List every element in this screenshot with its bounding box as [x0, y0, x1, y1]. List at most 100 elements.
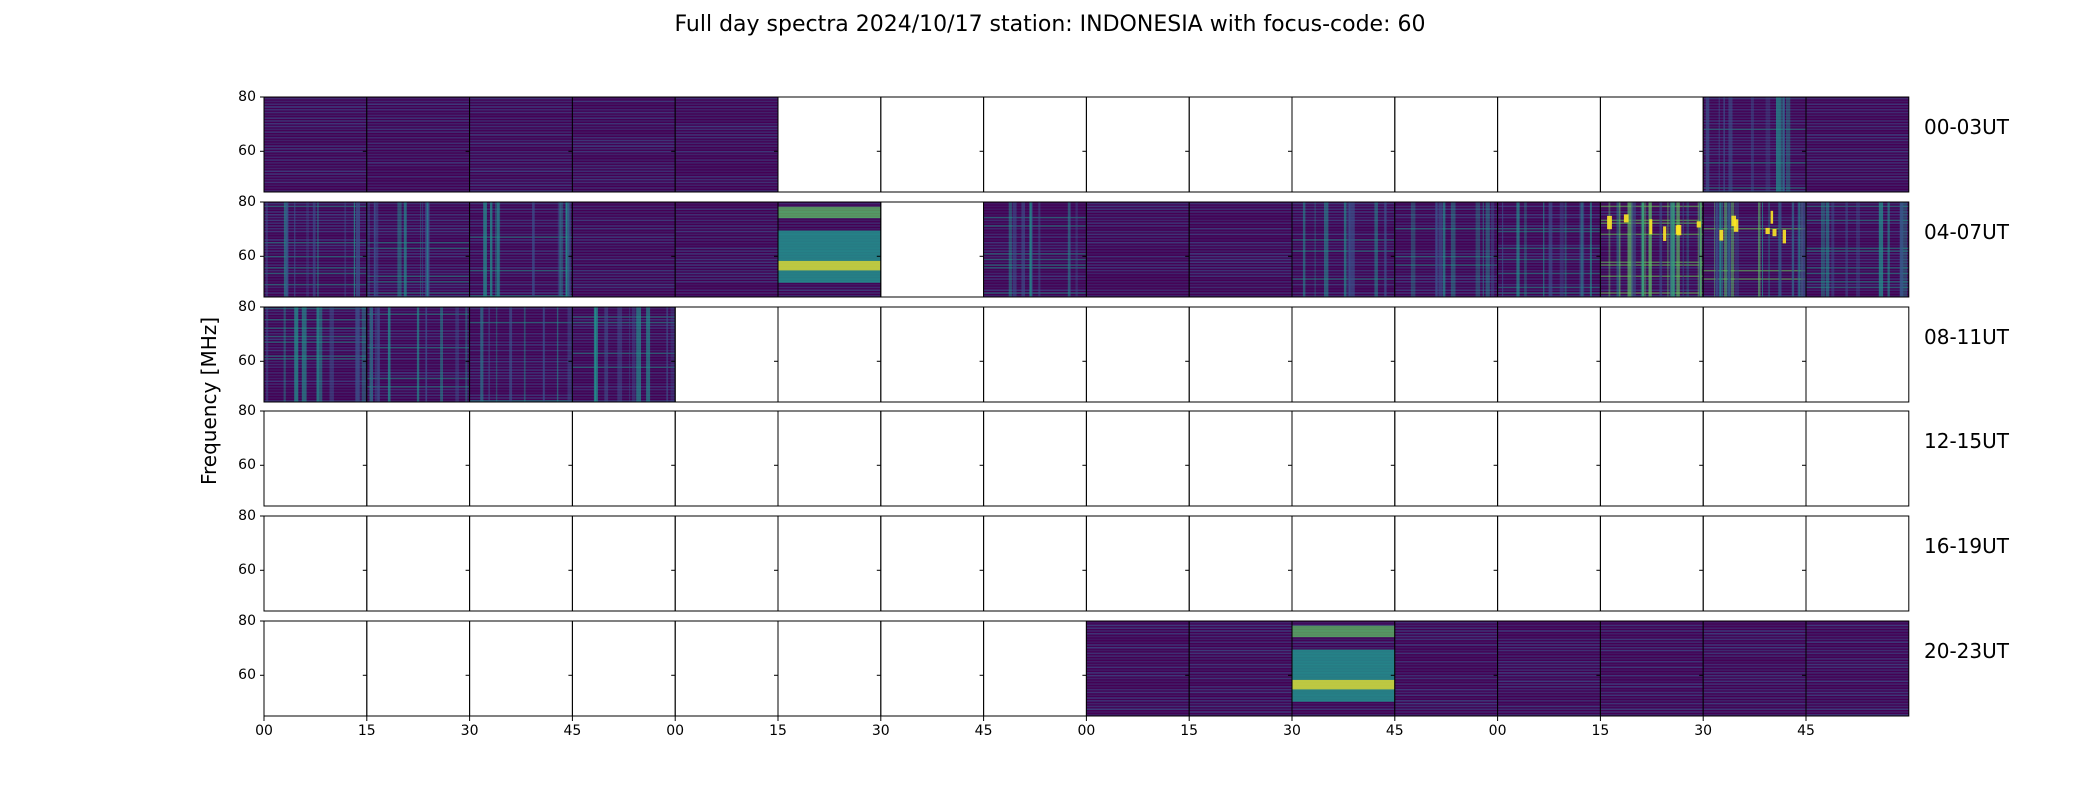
spectrum-panel [1185, 410, 1293, 507]
spectrum-panel [979, 201, 1087, 298]
spectrum-panel [979, 96, 1087, 193]
spectrum-panel [774, 306, 882, 403]
row-label: 16-19UT [1924, 534, 2009, 559]
spectrum-panel [568, 306, 676, 403]
spectrum-panel [465, 306, 573, 403]
spectrum-panel [1082, 201, 1190, 298]
y-tick-label: 60 [238, 667, 256, 684]
spectrum-panel [1082, 620, 1190, 717]
x-tick-label: 00 [255, 723, 273, 739]
spectrum-panel [671, 96, 779, 193]
x-tick-label: 00 [666, 723, 685, 739]
x-tick-label: 30 [1694, 723, 1713, 739]
spectrum-panel [1802, 201, 1910, 298]
x-tick-label: 30 [1283, 723, 1301, 739]
spectrum-panel [568, 620, 676, 717]
spectrum-panel [671, 515, 779, 612]
spectrum-panel [876, 515, 985, 612]
spectrum-panel [1288, 515, 1396, 612]
spectrum-panel [774, 410, 882, 507]
row-label: 20-23UT [1924, 639, 2009, 664]
spectrum-panel [465, 515, 573, 612]
x-tick-label: 15 [357, 723, 376, 739]
spectrum-panel [260, 515, 368, 612]
spectrum-panel [1493, 515, 1601, 612]
spectrum-panel [1390, 201, 1499, 298]
x-tick-label: 15 [1180, 723, 1199, 739]
spectrum-panel [1082, 96, 1190, 193]
x-tick-label: 00 [1488, 723, 1507, 739]
x-tick-label: 15 [769, 723, 787, 739]
spectrum-panel [979, 306, 1087, 403]
spectrum-panel [1288, 201, 1396, 298]
y-tick-label: 60 [238, 248, 256, 265]
spectrum-panel [1288, 410, 1396, 507]
spectrum-panel [1288, 96, 1396, 193]
spectrum-panel [671, 201, 779, 298]
spectrum-panel [1185, 306, 1293, 403]
x-tick-label: 15 [1591, 723, 1610, 739]
spectrum-panel [568, 410, 676, 507]
y-tick-label: 60 [238, 457, 256, 474]
spectrum-panel [1185, 620, 1293, 717]
spectrum-panel [1082, 306, 1190, 403]
spectrum-panel [1493, 306, 1601, 403]
spectrum-panel [465, 96, 573, 193]
spectrum-panel [1390, 620, 1499, 717]
spectrum-panel [362, 620, 471, 717]
spectrum-panel [774, 515, 882, 612]
row-label: 04-07UT [1924, 220, 2009, 245]
spectrum-panel [1699, 201, 1807, 298]
x-tick-label: 45 [974, 723, 993, 739]
x-tick-label: 00 [1077, 723, 1096, 739]
spectrum-panel [876, 201, 985, 298]
x-tick-label: 30 [871, 723, 890, 739]
y-tick-label: 80 [238, 403, 256, 419]
spectrum-panel [1493, 96, 1601, 193]
spectrum-panel [774, 620, 882, 717]
y-tick-label: 60 [238, 562, 256, 579]
spectrum-panel [1699, 410, 1807, 507]
spectrum-panel [1185, 96, 1293, 193]
spectrum-panel [568, 201, 676, 298]
x-tick-label: 30 [460, 723, 479, 739]
spectrum-panel [1699, 515, 1807, 612]
spectrum-panel [362, 410, 471, 507]
chart-title: Full day spectra 2024/10/17 station: IND… [674, 12, 1426, 37]
spectrum-panel [362, 306, 471, 403]
spectrum-panel [1493, 410, 1601, 507]
spectrum-panel [1390, 410, 1499, 507]
spectrum-panel [1082, 515, 1190, 612]
spectrum-panel [260, 201, 368, 298]
spectrum-panel [1802, 306, 1910, 403]
spectrum-panel [362, 515, 471, 612]
spectrum-panel [671, 410, 779, 507]
y-tick-label: 80 [238, 89, 256, 105]
spectrum-panel [876, 410, 985, 507]
spectrum-panel [1390, 515, 1499, 612]
spectrum-panel [979, 410, 1087, 507]
x-tick-label: 45 [1385, 723, 1404, 739]
spectrum-panel [979, 515, 1087, 612]
spectrum-panel [1699, 620, 1807, 717]
spectrum-panel [1185, 515, 1293, 612]
spectrum-panel [1802, 410, 1910, 507]
y-tick-label: 80 [238, 508, 256, 524]
row-label: 12-15UT [1924, 429, 2009, 454]
spectrum-panel [1802, 96, 1910, 193]
spectrum-panel [1596, 306, 1704, 403]
spectrum-panel [1390, 306, 1499, 403]
spectrum-panel [671, 620, 779, 717]
y-tick-label: 80 [238, 299, 256, 315]
spectrum-panel [1802, 515, 1910, 612]
spectrum-panel [1390, 96, 1499, 193]
spectrum-panel [876, 96, 985, 193]
spectrum-panel [260, 306, 368, 403]
spectrum-panel [876, 306, 985, 403]
x-tick-label: 45 [563, 723, 582, 739]
spectrum-panel [465, 201, 573, 298]
spectrum-panel [260, 410, 368, 507]
spectrum-panel [876, 620, 985, 717]
spectrum-panel [260, 96, 368, 193]
